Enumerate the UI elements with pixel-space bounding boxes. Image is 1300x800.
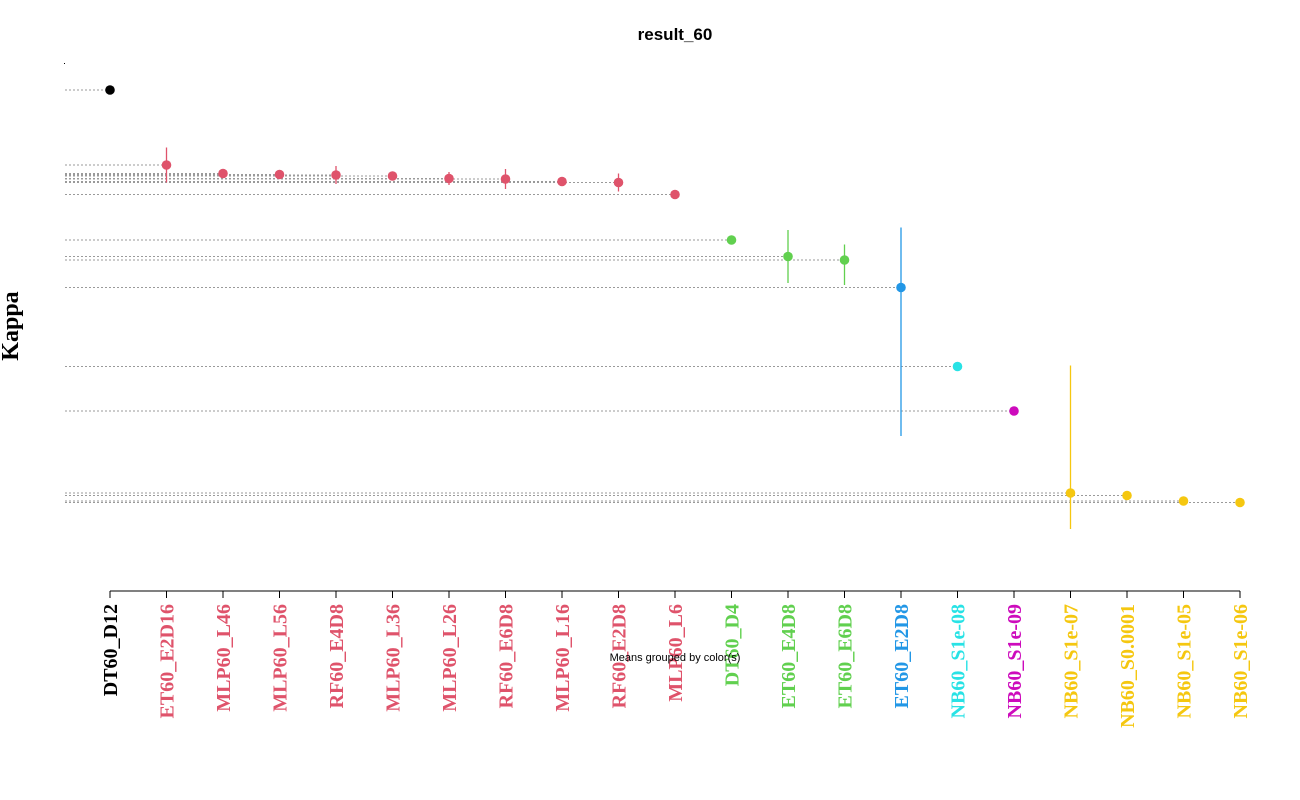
x-axis — [64, 63, 1241, 598]
x-tick-label: ET60_E6D8 — [835, 604, 857, 708]
x-tick-label: NB60_S0.0001 — [1117, 604, 1139, 728]
error-bars — [109, 88, 1241, 529]
mean-point — [952, 361, 963, 372]
mean-points — [105, 85, 1245, 508]
x-tick-label: NB60_S1e-05 — [1174, 604, 1196, 718]
mean-point — [1009, 406, 1019, 416]
mean-point — [726, 235, 737, 245]
x-tick-label: MLP60_L56 — [270, 604, 292, 712]
x-tick-label: NB60_S1e-06 — [1230, 604, 1252, 718]
x-tick-label: ET60_E2D8 — [891, 604, 913, 708]
chart-caption: Means grouped by color(s) — [610, 652, 741, 664]
x-tick-label: MLP60_L26 — [439, 604, 461, 712]
mean-point — [274, 169, 285, 180]
mean-point — [670, 189, 680, 200]
mean-point — [839, 255, 850, 265]
mean-point — [500, 174, 511, 184]
x-tick-label: NB60_S1e-07 — [1061, 604, 1083, 718]
mean-point — [613, 177, 624, 188]
x-tick-label: MLP60_L6 — [665, 604, 687, 702]
x-tick-label: NB60_S1e-08 — [948, 604, 970, 718]
mean-point — [444, 173, 454, 184]
corner-mark — [64, 63, 65, 64]
x-tick-label: ET60_E4D8 — [778, 604, 800, 708]
mean-point — [1235, 497, 1245, 508]
x-tick-label: RF60_E4D8 — [326, 604, 348, 708]
x-tick-label: DT60_D12 — [100, 604, 122, 696]
x-tick-label: RF60_E6D8 — [496, 604, 518, 708]
x-tick-labels: DT60_D12 ET60_E2D16 MLP60_L46 MLP60_L56 RF60… — [100, 604, 1252, 728]
mean-point — [896, 282, 906, 293]
x-tick-label: MLP60_L36 — [383, 604, 405, 712]
mean-point — [331, 170, 341, 180]
mean-point — [218, 168, 228, 179]
x-tick-label: DT60_D4 — [722, 604, 744, 686]
x-tick-label: NB60_S1e-09 — [1004, 604, 1026, 718]
y-axis-label: Kappa — [0, 291, 24, 360]
chart-title: result_60 — [638, 25, 713, 44]
x-tick-label: MLP60_L46 — [213, 604, 235, 712]
mean-point — [161, 160, 172, 170]
x-tick-label: MLP60_L16 — [552, 604, 574, 712]
mean-point — [387, 171, 398, 181]
mean-point — [783, 251, 793, 262]
reference-lines — [65, 89, 1240, 503]
mean-point — [1065, 488, 1076, 498]
mean-point — [105, 85, 115, 95]
x-tick-label: RF60_E2D8 — [609, 604, 631, 708]
x-tick-label: ET60_E2D16 — [157, 604, 179, 718]
mean-point — [1122, 490, 1132, 501]
mean-point — [557, 176, 567, 187]
mean-point — [1178, 496, 1189, 506]
